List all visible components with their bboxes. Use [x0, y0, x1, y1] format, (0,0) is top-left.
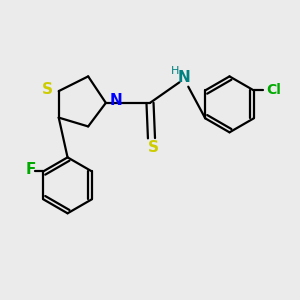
Text: Cl: Cl — [266, 83, 281, 98]
Text: S: S — [147, 140, 158, 155]
Text: N: N — [110, 93, 122, 108]
Text: F: F — [26, 162, 36, 177]
Text: H: H — [171, 66, 179, 76]
Text: S: S — [42, 82, 53, 97]
Text: N: N — [178, 70, 190, 86]
